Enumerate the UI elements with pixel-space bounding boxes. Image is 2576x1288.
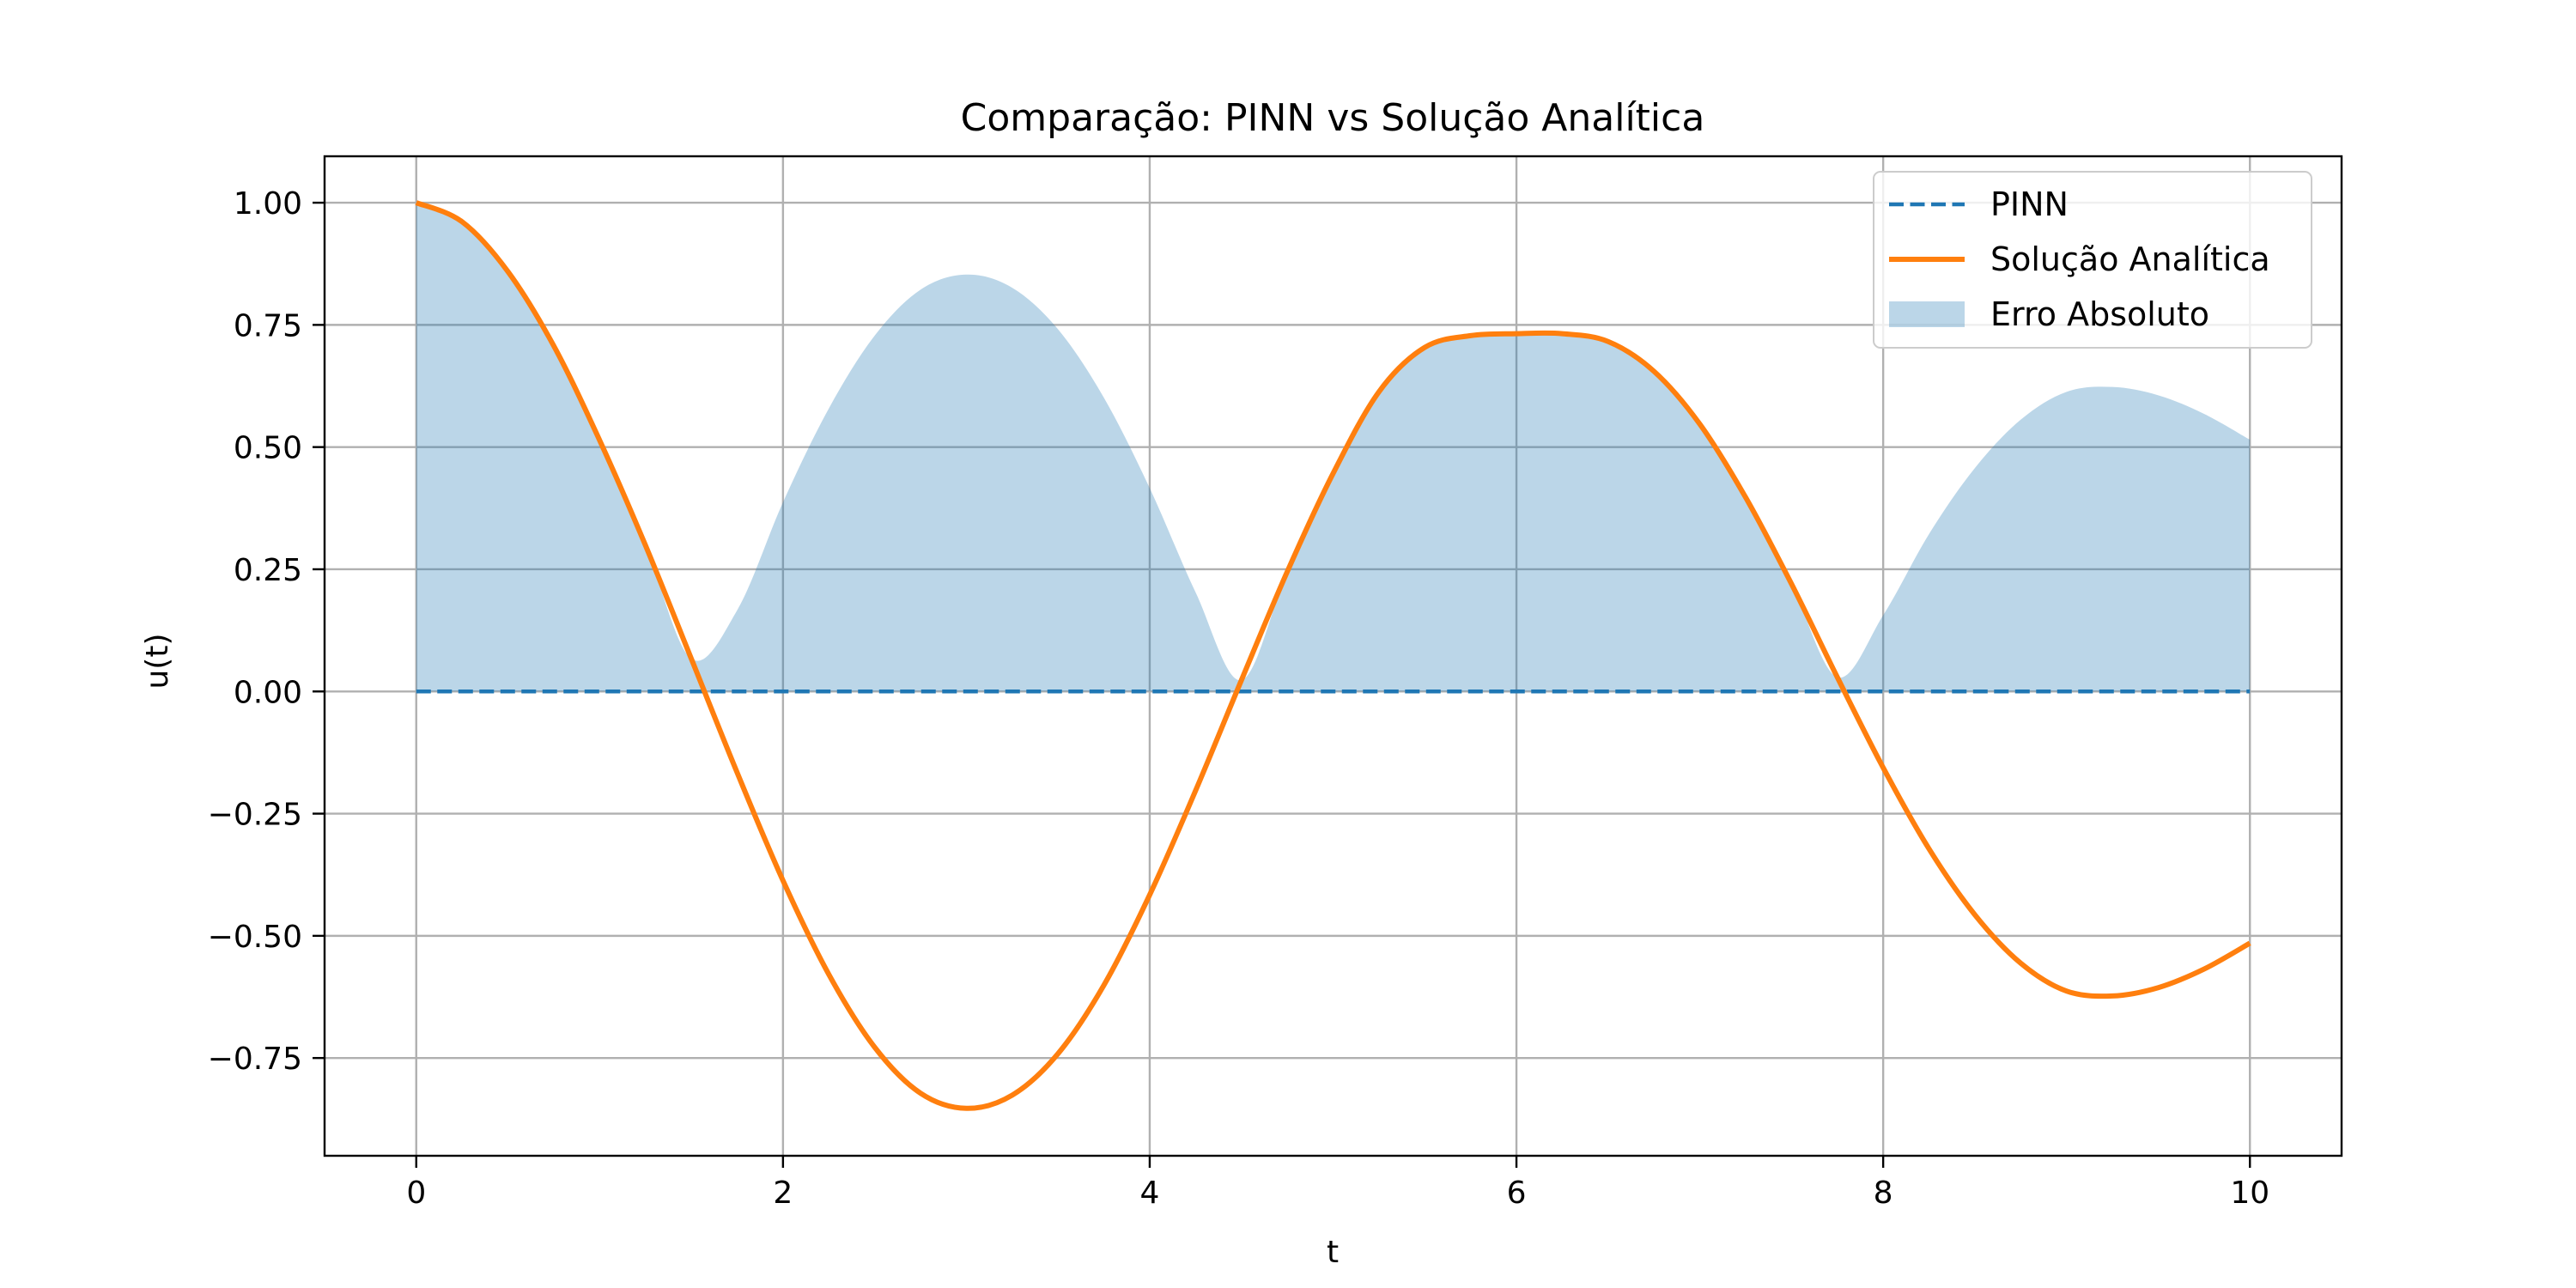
legend-entry-label: Solução Analítica: [1990, 240, 2270, 278]
legend-entry-label: PINN: [1990, 185, 2069, 223]
legend: PINN Solução Analítica Erro Absoluto: [1873, 171, 2312, 349]
x-tick-label: 8: [1874, 1176, 1893, 1211]
plot-frame: [323, 155, 2343, 1157]
x-tick-label: 0: [406, 1176, 426, 1211]
legend-entry-label: Erro Absoluto: [1990, 295, 2209, 333]
x-tick-label: 2: [773, 1176, 793, 1211]
y-tick-label: −0.50: [208, 920, 302, 955]
y-tick-label: 0.00: [234, 675, 302, 710]
x-axis-label: t: [1327, 1235, 1339, 1270]
y-tick-label: 0.50: [234, 431, 302, 466]
y-tick-label: 0.25: [234, 553, 302, 588]
chart-title: Comparação: PINN vs Solução Analítica: [961, 96, 1705, 140]
y-tick-label: −0.75: [208, 1042, 302, 1077]
y-axis-label: u(t): [140, 633, 175, 689]
axis-ticks: 0 2 4 6 8 10 1.00 0.75 0.50 0.25 0.00 −0.25 −0.50 −0.…: [208, 186, 2269, 1211]
series-area-erro-absoluto: [416, 203, 2251, 692]
error-area-layer: [416, 203, 2251, 692]
legend-box: [1873, 171, 2312, 349]
y-tick-label: 1.00: [234, 186, 302, 222]
x-tick-label: 4: [1140, 1176, 1160, 1211]
legend-handle: [1889, 301, 1965, 327]
series-line-solucao-analitica: [415, 200, 2251, 1111]
y-tick-label: 0.75: [234, 308, 302, 343]
x-tick-label: 6: [1507, 1176, 1527, 1211]
series-line-layer: [415, 200, 2251, 1111]
x-tick-label: 10: [2230, 1176, 2269, 1211]
y-tick-label: −0.25: [208, 798, 302, 833]
